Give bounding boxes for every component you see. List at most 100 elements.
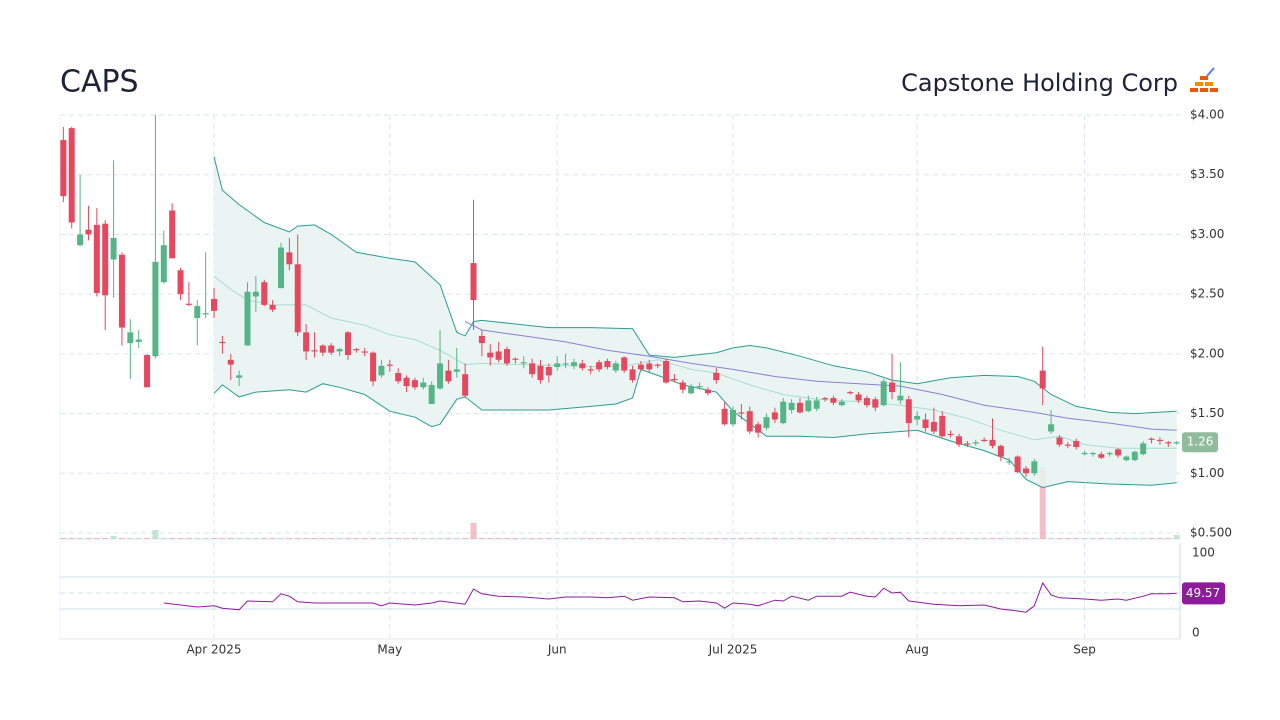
volume-bar xyxy=(629,538,636,539)
volume-bar xyxy=(403,538,410,539)
candle-body xyxy=(554,363,561,367)
candle-body xyxy=(780,401,787,424)
candle-body xyxy=(294,264,301,333)
volume-bar xyxy=(596,538,603,539)
volume-bar xyxy=(252,538,259,539)
candle-body xyxy=(470,263,477,301)
volume-bar xyxy=(370,538,377,539)
y-tick-label: $0.500 xyxy=(1190,526,1232,540)
volume-bar xyxy=(185,538,192,539)
volume-bar xyxy=(889,538,896,539)
volume-bar xyxy=(1131,538,1138,539)
rsi-tick-label: 100 xyxy=(1192,546,1215,560)
volume-bar xyxy=(277,538,284,539)
volume-bar xyxy=(386,538,393,539)
volume-bar xyxy=(1073,538,1080,539)
candle-body xyxy=(462,374,469,396)
candle-body xyxy=(252,291,259,297)
candle-body xyxy=(269,304,276,310)
volume-bar xyxy=(77,538,84,539)
candle-body xyxy=(872,399,879,408)
candle-body xyxy=(311,350,318,352)
volume-bar xyxy=(244,538,251,539)
volume-bar xyxy=(805,538,812,539)
volume-bar xyxy=(621,538,628,539)
candle-body xyxy=(512,358,519,360)
candle-body xyxy=(378,365,385,376)
volume-bar xyxy=(1098,538,1105,539)
candle-body xyxy=(1039,370,1046,389)
volume-bar xyxy=(579,538,586,539)
candle-body xyxy=(445,370,452,382)
volume-bar xyxy=(688,538,695,539)
volume-bar xyxy=(872,538,879,539)
volume-bar xyxy=(361,538,368,539)
volume-bar xyxy=(822,538,829,539)
ticker: CAPS xyxy=(60,65,139,100)
volume-bar xyxy=(1123,538,1130,539)
candle-body xyxy=(202,313,209,315)
volume-bar xyxy=(947,538,954,539)
candle-body xyxy=(1056,437,1063,445)
volume-bar xyxy=(780,538,787,539)
candle-body xyxy=(529,363,536,375)
volume-bar xyxy=(378,538,385,539)
candle-body xyxy=(930,421,937,432)
candle-body xyxy=(989,439,996,446)
rsi-line xyxy=(163,581,1177,613)
candle-body xyxy=(160,245,167,283)
candle-body xyxy=(110,238,117,260)
candle-body xyxy=(495,351,502,360)
volume-bar xyxy=(863,538,870,539)
y-tick-label: $3.50 xyxy=(1190,167,1224,181)
candle-body xyxy=(1064,444,1071,446)
y-tick-label: $1.00 xyxy=(1190,466,1224,480)
candle-body xyxy=(336,349,343,352)
candle-body xyxy=(1073,441,1080,448)
volume-bar xyxy=(1056,538,1063,539)
candle-body xyxy=(847,392,854,394)
candle-body xyxy=(395,372,402,382)
volume-bar xyxy=(981,538,988,539)
volume-bar xyxy=(202,538,209,539)
candle-body xyxy=(570,362,577,366)
candle-body xyxy=(763,417,770,428)
volume-bar xyxy=(922,538,929,539)
x-tick-label: May xyxy=(377,643,402,657)
overlay-line xyxy=(213,156,1177,415)
volume-bar xyxy=(236,538,243,539)
volume-bar xyxy=(646,538,653,539)
volume-bar xyxy=(1031,538,1038,539)
x-tick-label: Sep xyxy=(1073,643,1096,657)
volume-bar xyxy=(763,538,770,539)
volume-bar xyxy=(956,538,963,539)
volume-bar xyxy=(989,538,996,539)
volume-bar xyxy=(537,538,544,539)
volume-bar xyxy=(1173,535,1180,539)
candle-body xyxy=(596,362,603,370)
volume-bar xyxy=(713,538,720,539)
candle-body xyxy=(1148,438,1155,440)
volume-bar xyxy=(294,538,301,539)
candle-body xyxy=(981,439,988,442)
candle-body xyxy=(545,366,552,376)
volume-bar xyxy=(311,538,318,539)
candle-body xyxy=(997,445,1004,457)
candle-body xyxy=(612,363,619,371)
volume-bar xyxy=(930,538,937,539)
volume-bar xyxy=(529,538,536,539)
candle-body xyxy=(428,384,435,405)
candle-body xyxy=(663,361,670,383)
rsi-last-label: 49.57 xyxy=(1186,586,1220,600)
candle-body xyxy=(127,332,134,344)
candle-body xyxy=(646,363,653,370)
volume-bar xyxy=(68,538,75,539)
volume-bar xyxy=(855,538,862,539)
x-tick-label: Jul 2025 xyxy=(708,643,758,657)
candle-body xyxy=(453,369,460,372)
volume-bar xyxy=(721,538,728,539)
volume-bar xyxy=(110,536,117,539)
volume-bar xyxy=(654,538,661,539)
candle-body xyxy=(1173,442,1180,444)
